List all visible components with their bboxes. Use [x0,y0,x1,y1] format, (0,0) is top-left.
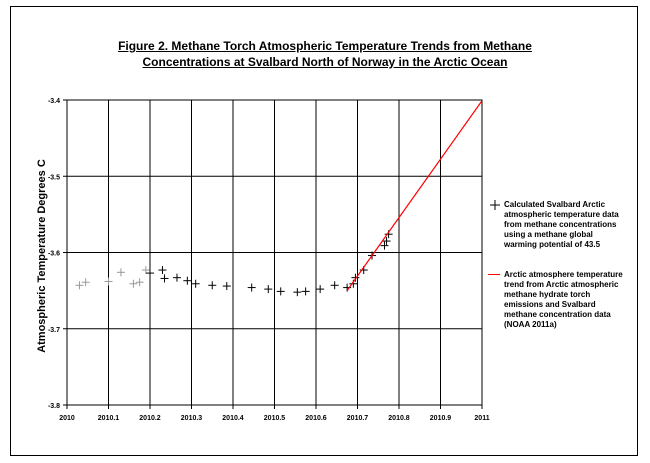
x-tick-label: 2010.2 [139,415,161,422]
data-point [146,269,154,278]
data-point [191,279,200,288]
data-point [330,281,339,290]
x-tick-label: 2010.4 [222,415,244,422]
legend-label-scatter: Calculated Svalbard Arctic atmospheric t… [504,200,619,249]
chart-title: Figure 2. Methane Torch Atmospheric Temp… [40,38,610,70]
data-point [183,276,192,285]
x-tick-label: 2010.6 [305,415,327,422]
data-point [380,241,389,250]
legend: Calculated Svalbard Arctic atmospheric t… [488,200,628,350]
data-point [158,266,167,275]
data-point [135,278,144,287]
chart-frame [10,6,638,456]
x-tick-label: 2010.9 [430,415,452,422]
data-point [116,268,125,277]
data-point [351,273,360,282]
data-point [75,281,84,290]
data-point [276,287,285,296]
data-point [316,285,325,294]
legend-line-marker [488,274,500,275]
data-point [81,278,90,287]
data-point [382,237,391,246]
x-tick-label: 2010.7 [347,415,369,422]
legend-item-trend: Arctic atmosphere temperature trend from… [488,270,628,330]
x-tick-label: 2010 [59,415,75,422]
y-tick-label: -3.7 [48,327,60,334]
trend-line [346,100,483,291]
chart-title-line-2: Concentrations at Svalbard North of Norw… [142,55,508,69]
y-tick-label: -3.5 [48,174,60,181]
data-point [293,288,302,297]
data-point [301,287,310,296]
x-tick-label: 2010.1 [98,415,120,422]
x-tick-label: 2010.8 [388,415,410,422]
chart-title-line-1: Figure 2. Methane Torch Atmospheric Temp… [118,39,532,53]
data-point [264,285,273,294]
legend-item-scatter: Calculated Svalbard Arctic atmospheric t… [488,200,628,250]
data-point [247,283,256,292]
data-point [141,266,150,275]
y-tick-label: -3.6 [48,251,60,258]
data-point [104,277,113,286]
legend-plus-marker [490,200,500,210]
x-tick-label: 2010.3 [181,415,203,422]
y-tick-label: -3.4 [48,98,60,105]
legend-label-trend: Arctic atmosphere temperature trend from… [504,270,623,329]
data-point [222,282,231,291]
y-tick-label: -3.8 [48,403,60,410]
x-tick-label: 2010.5 [264,415,286,422]
data-point [172,273,181,282]
data-point [129,279,138,288]
data-point [208,281,217,290]
x-tick-label: 2011 [474,415,489,422]
data-point [160,274,169,283]
